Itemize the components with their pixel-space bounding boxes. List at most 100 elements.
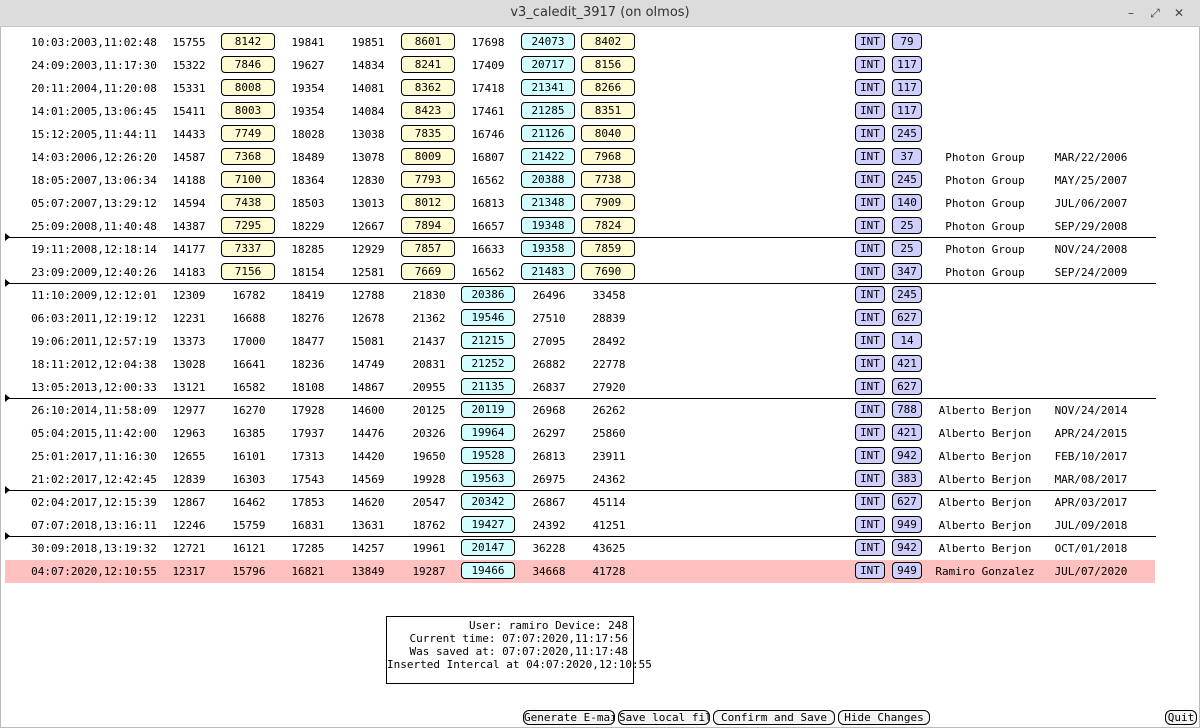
int-type-box[interactable]: INT — [855, 171, 885, 188]
editable-value-box[interactable]: 7337 — [221, 240, 275, 257]
editable-value-box[interactable]: 7857 — [401, 240, 455, 257]
editable-value-box[interactable]: 19358 — [521, 240, 575, 257]
editable-value-box[interactable]: 7295 — [221, 217, 275, 234]
count-box[interactable]: 421 — [892, 424, 922, 441]
editable-value-box[interactable]: 21135 — [461, 378, 515, 395]
editable-value-box[interactable]: 21422 — [521, 148, 575, 165]
int-type-box[interactable]: INT — [855, 217, 885, 234]
editable-value-box[interactable]: 19964 — [461, 424, 515, 441]
editable-value-box[interactable]: 21341 — [521, 79, 575, 96]
editable-value-box[interactable]: 8362 — [401, 79, 455, 96]
int-type-box[interactable]: INT — [855, 539, 885, 556]
editable-value-box[interactable]: 19528 — [461, 447, 515, 464]
editable-value-box[interactable]: 20388 — [521, 171, 575, 188]
editable-value-box[interactable]: 7690 — [581, 263, 635, 280]
editable-value-box[interactable]: 19348 — [521, 217, 575, 234]
int-type-box[interactable]: INT — [855, 56, 885, 73]
count-box[interactable]: 942 — [892, 447, 922, 464]
editable-value-box[interactable]: 21285 — [521, 102, 575, 119]
editable-value-box[interactable]: 7156 — [221, 263, 275, 280]
int-type-box[interactable]: INT — [855, 516, 885, 533]
editable-value-box[interactable]: 7824 — [581, 217, 635, 234]
editable-value-box[interactable]: 7100 — [221, 171, 275, 188]
int-type-box[interactable]: INT — [855, 470, 885, 487]
editable-value-box[interactable]: 20342 — [461, 493, 515, 510]
quit-button[interactable]: Quit — [1165, 710, 1197, 725]
editable-value-box[interactable]: 20386 — [461, 286, 515, 303]
count-box[interactable]: 37 — [892, 148, 922, 165]
count-box[interactable]: 942 — [892, 539, 922, 556]
editable-value-box[interactable]: 8351 — [581, 102, 635, 119]
int-type-box[interactable]: INT — [855, 309, 885, 326]
int-type-box[interactable]: INT — [855, 148, 885, 165]
count-box[interactable]: 79 — [892, 33, 922, 50]
hide-changes-button[interactable]: Hide Changes — [838, 710, 930, 725]
editable-value-box[interactable]: 8241 — [401, 56, 455, 73]
count-box[interactable]: 949 — [892, 516, 922, 533]
int-type-box[interactable]: INT — [855, 194, 885, 211]
int-type-box[interactable]: INT — [855, 378, 885, 395]
maximize-icon[interactable]: ⤢ — [1150, 6, 1160, 20]
int-type-box[interactable]: INT — [855, 125, 885, 142]
editable-value-box[interactable]: 7968 — [581, 148, 635, 165]
int-type-box[interactable]: INT — [855, 102, 885, 119]
confirm-and-save-button[interactable]: Confirm and Save — [713, 710, 835, 725]
editable-value-box[interactable]: 7738 — [581, 171, 635, 188]
int-type-box[interactable]: INT — [855, 79, 885, 96]
count-box[interactable]: 347 — [892, 263, 922, 280]
int-type-box[interactable]: INT — [855, 424, 885, 441]
count-box[interactable]: 245 — [892, 125, 922, 142]
save-local-file-button[interactable]: Save local file — [618, 710, 710, 725]
int-type-box[interactable]: INT — [855, 401, 885, 418]
editable-value-box[interactable]: 7846 — [221, 56, 275, 73]
count-box[interactable]: 245 — [892, 171, 922, 188]
count-box[interactable]: 627 — [892, 493, 922, 510]
int-type-box[interactable]: INT — [855, 240, 885, 257]
editable-value-box[interactable]: 21348 — [521, 194, 575, 211]
int-type-box[interactable]: INT — [855, 493, 885, 510]
count-box[interactable]: 140 — [892, 194, 922, 211]
count-box[interactable]: 421 — [892, 355, 922, 372]
count-box[interactable]: 383 — [892, 470, 922, 487]
editable-value-box[interactable]: 7894 — [401, 217, 455, 234]
editable-value-box[interactable]: 20147 — [461, 539, 515, 556]
editable-value-box[interactable]: 20119 — [461, 401, 515, 418]
count-box[interactable]: 245 — [892, 286, 922, 303]
editable-value-box[interactable]: 8003 — [221, 102, 275, 119]
editable-value-box[interactable]: 8012 — [401, 194, 455, 211]
editable-value-box[interactable]: 7909 — [581, 194, 635, 211]
count-box[interactable]: 14 — [892, 332, 922, 349]
editable-value-box[interactable]: 20717 — [521, 56, 575, 73]
count-box[interactable]: 117 — [892, 102, 922, 119]
int-type-box[interactable]: INT — [855, 562, 885, 579]
minimize-icon[interactable]: – — [1128, 6, 1134, 20]
count-box[interactable]: 25 — [892, 217, 922, 234]
editable-value-box[interactable]: 19466 — [461, 562, 515, 579]
generate-email-button[interactable]: Generate E-mail — [523, 710, 615, 725]
editable-value-box[interactable]: 8009 — [401, 148, 455, 165]
count-box[interactable]: 949 — [892, 562, 922, 579]
int-type-box[interactable]: INT — [855, 332, 885, 349]
count-box[interactable]: 788 — [892, 401, 922, 418]
int-type-box[interactable]: INT — [855, 263, 885, 280]
int-type-box[interactable]: INT — [855, 447, 885, 464]
close-icon[interactable]: ✕ — [1173, 6, 1185, 20]
editable-value-box[interactable]: 21215 — [461, 332, 515, 349]
editable-value-box[interactable]: 8601 — [401, 33, 455, 50]
editable-value-box[interactable]: 8156 — [581, 56, 635, 73]
editable-value-box[interactable]: 8008 — [221, 79, 275, 96]
int-type-box[interactable]: INT — [855, 286, 885, 303]
count-box[interactable]: 117 — [892, 79, 922, 96]
editable-value-box[interactable]: 19427 — [461, 516, 515, 533]
editable-value-box[interactable]: 21126 — [521, 125, 575, 142]
count-box[interactable]: 25 — [892, 240, 922, 257]
editable-value-box[interactable]: 8402 — [581, 33, 635, 50]
editable-value-box[interactable]: 8142 — [221, 33, 275, 50]
count-box[interactable]: 117 — [892, 56, 922, 73]
editable-value-box[interactable]: 7749 — [221, 125, 275, 142]
editable-value-box[interactable]: 7859 — [581, 240, 635, 257]
count-box[interactable]: 627 — [892, 309, 922, 326]
editable-value-box[interactable]: 21483 — [521, 263, 575, 280]
count-box[interactable]: 627 — [892, 378, 922, 395]
editable-value-box[interactable]: 7835 — [401, 125, 455, 142]
